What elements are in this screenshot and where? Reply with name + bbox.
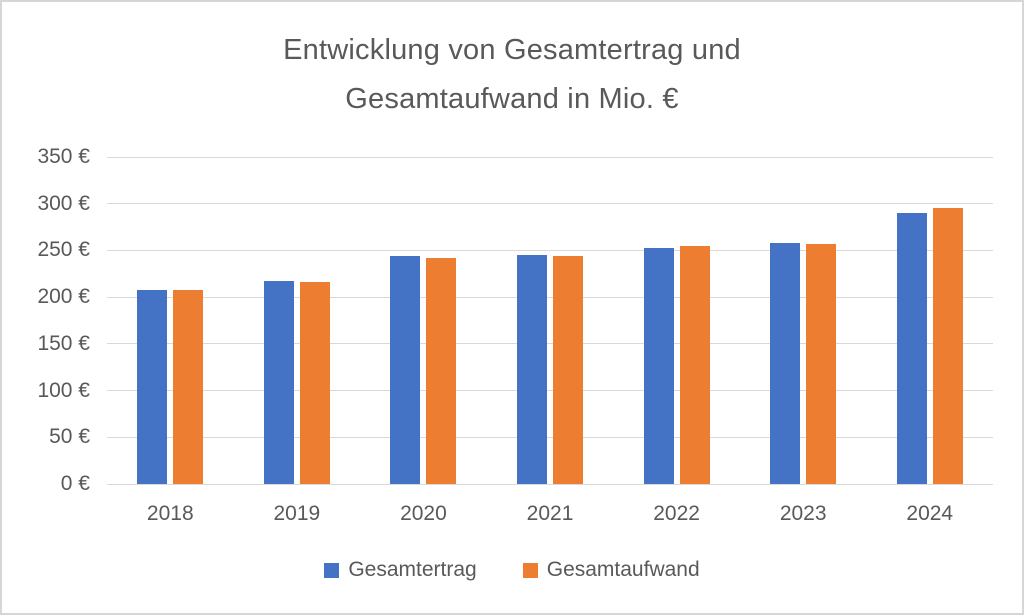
bar-group-2023 [740,157,867,484]
bar-gesamtertrag-2019 [263,281,294,484]
bar-gesamtaufwand-2020 [426,257,457,484]
legend-item-gesamtaufwand: Gesamtaufwand [522,558,700,582]
gridline [107,343,993,345]
y-tick-label: 50 € [49,425,90,449]
y-tick-label: 200 € [37,285,90,309]
bar-gesamtaufwand-2022 [679,245,710,484]
gridline [107,156,993,158]
bar-gesamtertrag-2021 [517,255,548,484]
bar-gesamtertrag-2022 [643,247,674,484]
legend-swatch-gesamtaufwand [522,562,538,578]
gridline [107,390,993,392]
bar-gesamtaufwand-2021 [553,256,584,484]
legend-label-gesamtertrag: Gesamtertrag [348,558,477,581]
x-tick-label-2018: 2018 [146,502,194,525]
plot-area [107,156,993,485]
x-tick-label-2023: 2023 [779,502,827,525]
bar-gesamtertrag-2024 [896,213,927,484]
chart-title-line1: Entwicklung von Gesamtertrag und [283,34,741,66]
bar-group-2022 [613,157,740,484]
legend-item-gesamtertrag: Gesamtertrag [324,558,477,582]
bar-group-2024 [866,157,993,484]
y-tick-label: 250 € [37,238,90,262]
y-tick-label: 0 € [60,472,90,495]
gridline [107,296,993,298]
x-tick-label-2019: 2019 [273,502,321,525]
y-tick-label: 100 € [37,378,90,402]
legend-label-gesamtaufwand: Gesamtaufwand [546,558,700,581]
x-tick-label-2022: 2022 [653,502,700,525]
gridline [107,436,993,438]
x-tick-label-2024: 2024 [906,502,954,525]
y-axis: 0 € 50 € 100 € 150 € 200 € 250 € 300 € 350 € [2,146,90,495]
bar-gesamtertrag-2023 [770,242,801,484]
chart-title: Entwicklung von Gesamtertrag und Gesamta… [2,26,1022,124]
bar-group-2018 [107,157,234,484]
bar-group-2021 [487,157,614,484]
gridline [107,249,993,251]
x-tick-label-2020: 2020 [400,502,447,525]
y-tick-label: 350 € [37,145,90,168]
legend-swatch-gesamtertrag [324,562,340,578]
gridline [107,203,993,205]
bar-group-2019 [234,157,361,484]
legend: Gesamtertrag Gesamtaufwand [2,558,1022,582]
bar-gesamtaufwand-2023 [806,243,837,484]
bar-gesamtaufwand-2018 [173,289,204,484]
y-tick-label: 150 € [37,331,90,355]
chart-title-line2: Gesamtaufwand in Mio. € [345,83,679,115]
x-axis: 2018 2019 2020 2021 2022 2023 2024 [107,502,993,526]
x-tick-label-2021: 2021 [526,502,574,525]
bar-group-2020 [360,157,487,484]
bar-gesamtertrag-2020 [390,256,421,484]
gridline [107,483,993,485]
bar-gesamtaufwand-2024 [932,208,963,484]
y-tick-label: 300 € [37,191,90,215]
bar-gesamtaufwand-2019 [299,282,330,484]
bar-gesamtertrag-2018 [137,289,168,484]
bar-groups [107,157,993,484]
